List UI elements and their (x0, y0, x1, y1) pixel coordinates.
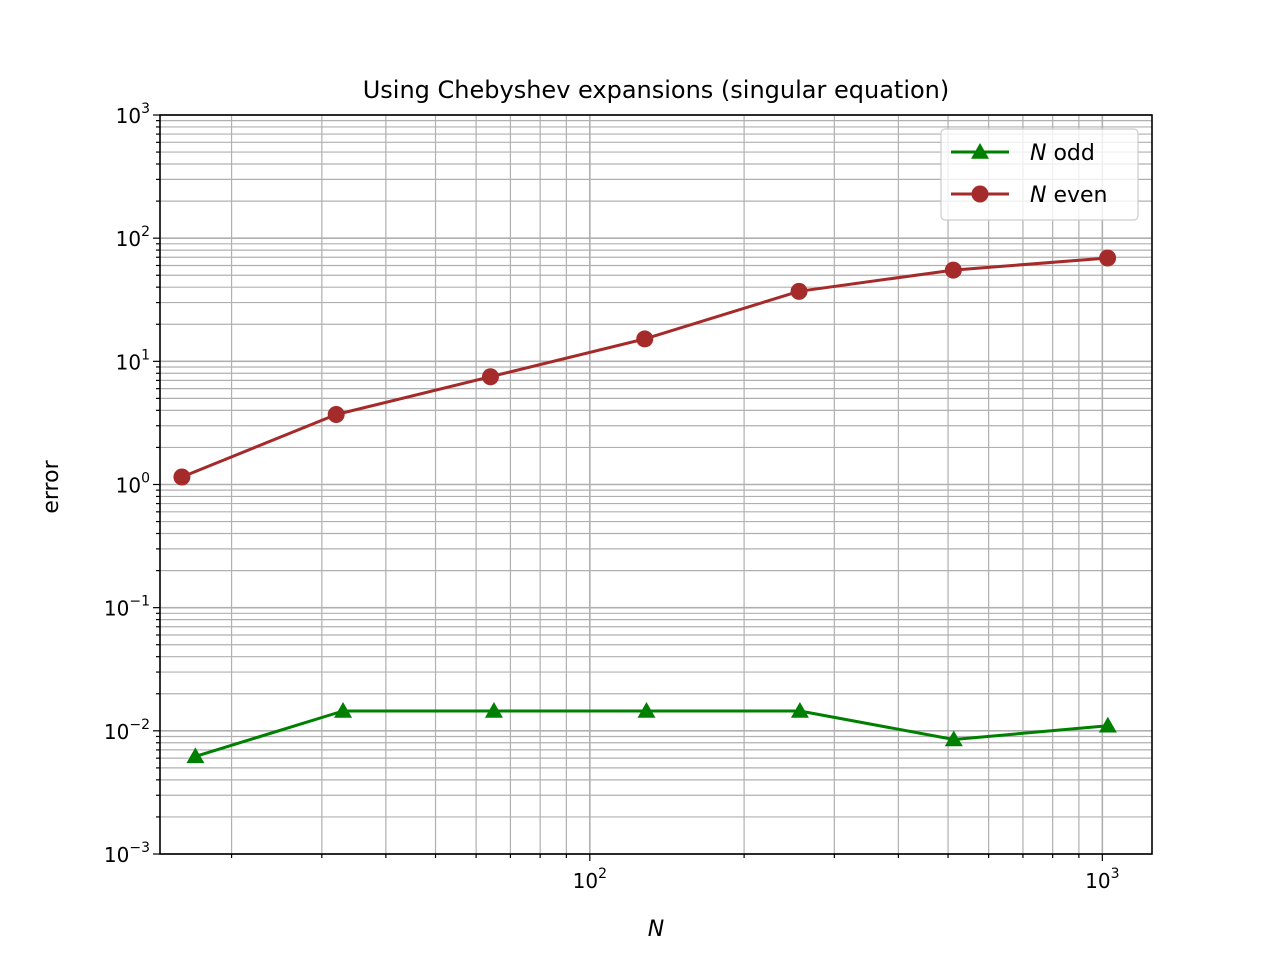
tick-label-exponent: 1 (141, 347, 150, 363)
tick-label: 102 (116, 224, 150, 251)
legend-marker (971, 143, 989, 159)
tick-label-exponent: 2 (141, 224, 150, 240)
tick-label-exponent: 3 (141, 101, 150, 117)
series-even-point (481, 368, 499, 386)
tick-label-exponent: 3 (1111, 866, 1120, 882)
series-even-point (636, 330, 654, 348)
series-odd-point (944, 730, 963, 747)
series-odd-point (334, 701, 353, 718)
tick-label-base: 10 (116, 104, 141, 128)
tick-label: 100 (116, 471, 150, 498)
legend-label: N odd (1030, 141, 1095, 166)
tick-label-base: 10 (116, 350, 141, 374)
chart-title: Using Chebyshev expansions (singular equ… (363, 76, 950, 104)
tick-label: 10−1 (104, 594, 150, 621)
tick-label: 10−2 (104, 717, 150, 744)
legend-label-var: N (1030, 183, 1046, 208)
tick-label: 101 (116, 347, 150, 374)
series-even-point (327, 406, 345, 424)
legend-item: N even (951, 183, 1108, 208)
tick-label-base: 10 (104, 720, 129, 744)
tick-label-base: 10 (1085, 869, 1110, 893)
tick-label-base: 10 (116, 474, 141, 498)
tick-label: 103 (1085, 866, 1119, 893)
x-axis-label: N (648, 917, 664, 942)
tick-label-base: 10 (116, 227, 141, 251)
series-odd-point (790, 701, 809, 718)
tick-label-base: 10 (104, 843, 129, 867)
series-even-point (173, 468, 191, 486)
legend-label-var: N (1030, 141, 1046, 166)
tick-label-base: 10 (573, 869, 598, 893)
tick-label: 103 (116, 101, 150, 128)
series-odd-point (637, 701, 656, 718)
series-even-point (944, 261, 962, 279)
tick-label: 102 (573, 866, 607, 893)
y-axis-label: error (39, 459, 64, 513)
tick-label-exponent: −1 (129, 594, 150, 610)
axis-ticks (153, 114, 1103, 861)
legend-label: N even (1030, 183, 1108, 208)
tick-label-exponent: 0 (141, 471, 150, 487)
series-odd-point (186, 747, 205, 764)
tick-label-base: 10 (104, 597, 129, 621)
series-even-point (1099, 249, 1117, 267)
legend-label-text: odd (1046, 141, 1094, 166)
tick-label-exponent: −3 (129, 840, 150, 856)
series-even (173, 249, 1117, 486)
legend-label-text: even (1046, 183, 1107, 208)
tick-label-exponent: −2 (129, 717, 150, 733)
tick-label-exponent: 2 (598, 866, 607, 882)
series-odd (186, 701, 1117, 764)
series-layer (173, 249, 1117, 764)
series-even-point (790, 282, 808, 300)
legend-marker (971, 185, 989, 203)
series-odd-point (484, 701, 503, 718)
tick-label: 10−3 (104, 840, 150, 867)
series-odd-point (1098, 716, 1117, 733)
legend-item: N odd (951, 141, 1095, 166)
